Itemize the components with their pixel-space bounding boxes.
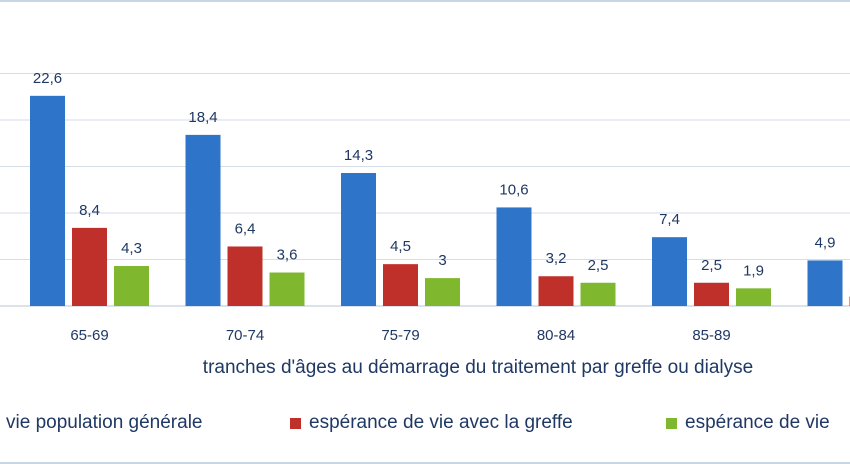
x-tick-label: 70-74: [226, 327, 264, 344]
data-label: 3,6: [277, 247, 298, 264]
data-label: 4,9: [815, 234, 836, 251]
bar: [807, 260, 843, 306]
data-label: 2,5: [588, 257, 609, 274]
legend-label-dialyse: espérance de vie: [685, 412, 830, 433]
bar: [383, 264, 418, 306]
data-label: 22,6: [33, 70, 62, 87]
legend: vie population générale espérance de vie…: [0, 412, 850, 442]
x-tick-label: 80-84: [537, 327, 575, 344]
bar: [580, 282, 616, 306]
data-label: 6,4: [235, 220, 256, 237]
legend-label-greffe: espérance de vie avec la greffe: [309, 412, 573, 433]
data-label: 3,2: [546, 250, 567, 267]
bar: [652, 237, 687, 306]
bar: [538, 276, 574, 306]
x-tick-label: 75-79: [381, 327, 419, 344]
bar: [114, 266, 149, 306]
bar: [269, 272, 305, 306]
data-label: 2,5: [701, 257, 722, 274]
legend-item-greffe: espérance de vie avec la greffe: [290, 412, 573, 434]
data-label: 4,5: [390, 238, 411, 255]
legend-swatch-greffe: [290, 417, 301, 429]
x-tick-label: 85-89: [692, 327, 730, 344]
legend-label-general: vie population générale: [6, 412, 203, 433]
data-label: 4,3: [121, 240, 142, 257]
bar: [694, 282, 729, 306]
data-label: 8,4: [79, 202, 100, 219]
bar: [425, 278, 460, 306]
bar: [341, 173, 376, 306]
x-axis-title: tranches d'âges au démarrage du traiteme…: [203, 357, 753, 378]
bar: [30, 95, 65, 306]
legend-item-dialyse: espérance de vie: [666, 412, 830, 434]
bar: [72, 227, 107, 306]
legend-swatch-dialyse: [666, 417, 677, 429]
bar: [736, 288, 771, 306]
data-label: 7,4: [659, 211, 680, 228]
data-label: 14,3: [344, 147, 373, 164]
data-label: 18,4: [188, 109, 217, 126]
data-label: 3: [438, 252, 446, 269]
bar: [185, 134, 221, 306]
plot-area: 22,6 18,4 14,3 10,6 7,4 4,9 8,4 6,4 4,5 3,2 2,5 4,3…: [0, 70, 850, 378]
data-label: 1,9: [743, 262, 764, 279]
legend-item-general: vie population générale: [6, 412, 203, 434]
data-label: 10,6: [499, 181, 528, 198]
bar: [227, 246, 263, 306]
x-tick-label: 65-69: [70, 327, 108, 344]
bar: [496, 207, 532, 306]
